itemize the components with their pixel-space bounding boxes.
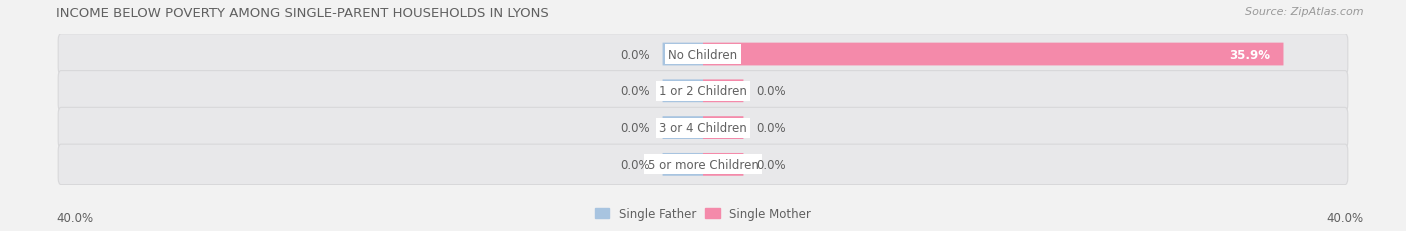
Text: INCOME BELOW POVERTY AMONG SINGLE-PARENT HOUSEHOLDS IN LYONS: INCOME BELOW POVERTY AMONG SINGLE-PARENT… — [56, 7, 548, 20]
Text: 40.0%: 40.0% — [1327, 211, 1364, 224]
Text: 0.0%: 0.0% — [620, 158, 650, 171]
FancyBboxPatch shape — [58, 35, 1348, 75]
FancyBboxPatch shape — [662, 153, 703, 176]
FancyBboxPatch shape — [58, 145, 1348, 185]
FancyBboxPatch shape — [662, 43, 703, 66]
Text: 0.0%: 0.0% — [620, 85, 650, 98]
Text: 0.0%: 0.0% — [620, 122, 650, 134]
FancyBboxPatch shape — [703, 117, 744, 139]
Text: 5 or more Children: 5 or more Children — [648, 158, 758, 171]
FancyBboxPatch shape — [58, 71, 1348, 112]
FancyBboxPatch shape — [703, 153, 744, 176]
FancyBboxPatch shape — [662, 80, 703, 103]
Text: 3 or 4 Children: 3 or 4 Children — [659, 122, 747, 134]
FancyBboxPatch shape — [703, 43, 1284, 66]
Text: 0.0%: 0.0% — [756, 122, 786, 134]
Text: 35.9%: 35.9% — [1229, 48, 1271, 61]
Text: 0.0%: 0.0% — [756, 158, 786, 171]
FancyBboxPatch shape — [58, 108, 1348, 148]
Text: 0.0%: 0.0% — [756, 85, 786, 98]
Text: No Children: No Children — [668, 48, 738, 61]
Legend: Single Father, Single Mother: Single Father, Single Mother — [591, 203, 815, 225]
Text: Source: ZipAtlas.com: Source: ZipAtlas.com — [1246, 7, 1364, 17]
FancyBboxPatch shape — [703, 80, 744, 103]
Text: 40.0%: 40.0% — [56, 211, 93, 224]
FancyBboxPatch shape — [662, 117, 703, 139]
Text: 0.0%: 0.0% — [620, 48, 650, 61]
Text: 1 or 2 Children: 1 or 2 Children — [659, 85, 747, 98]
